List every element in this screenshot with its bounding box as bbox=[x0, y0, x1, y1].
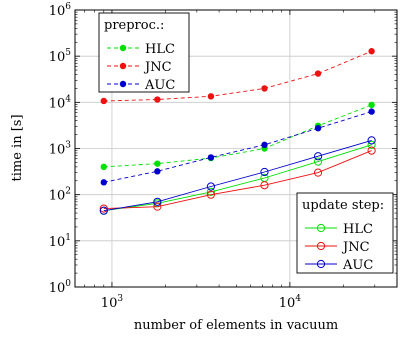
series-update-auc bbox=[99, 136, 376, 215]
data-point bbox=[367, 136, 376, 145]
y-tick-label: 106 bbox=[49, 2, 72, 19]
legend-swatch-marker bbox=[119, 62, 127, 70]
data-point bbox=[367, 146, 376, 155]
data-point bbox=[313, 157, 323, 166]
legend-swatch-marker bbox=[119, 44, 127, 52]
data-point bbox=[314, 70, 322, 77]
series-preproc-auc bbox=[100, 108, 375, 186]
data-point bbox=[313, 168, 323, 177]
legend-label: JNC bbox=[143, 60, 172, 75]
legend-swatch-marker bbox=[316, 223, 326, 233]
data-point bbox=[207, 93, 215, 100]
legend-label: AUC bbox=[144, 78, 175, 93]
series-line bbox=[103, 104, 372, 168]
data-point bbox=[153, 202, 162, 211]
series-line bbox=[103, 111, 372, 183]
data-point bbox=[153, 197, 162, 206]
series-preproc-jnc bbox=[100, 48, 375, 105]
x-axis-title: number of elements in vacuum bbox=[134, 318, 338, 333]
series-line bbox=[103, 144, 372, 212]
x-tick-label: 104 bbox=[279, 294, 302, 311]
plot-frame bbox=[74, 9, 398, 288]
series-update-jnc bbox=[99, 146, 376, 213]
data-point bbox=[261, 85, 268, 92]
series-line bbox=[103, 150, 372, 210]
data-point bbox=[261, 141, 268, 149]
series-line bbox=[103, 50, 372, 102]
tick-labels: 103 104 100 101 102 103 104 105 106 bbox=[49, 2, 302, 311]
legend-preproc: preproc.: HLC JNC AUC bbox=[98, 12, 190, 93]
y-tick-label: 101 bbox=[49, 233, 71, 250]
y-tick-label: 103 bbox=[49, 141, 72, 158]
data-point bbox=[260, 181, 269, 190]
legend-swatch-marker bbox=[119, 80, 127, 88]
legend-swatch-marker bbox=[316, 241, 326, 251]
legend-title: preproc.: bbox=[104, 18, 164, 33]
legend-label: JNC bbox=[341, 240, 370, 255]
data-point bbox=[207, 154, 215, 161]
data-point bbox=[206, 190, 216, 199]
data-point bbox=[154, 168, 161, 175]
y-tick-label: 102 bbox=[49, 187, 71, 204]
legend-title: update step: bbox=[302, 198, 384, 213]
data-point bbox=[368, 48, 375, 55]
legend-label: AUC bbox=[342, 258, 373, 273]
data-point bbox=[367, 140, 376, 149]
legend-label: HLC bbox=[343, 222, 373, 237]
y-tick-label: 104 bbox=[49, 94, 72, 111]
data-point bbox=[260, 167, 269, 177]
data-point bbox=[206, 187, 216, 196]
data-point bbox=[314, 125, 322, 132]
data-point bbox=[154, 96, 161, 103]
data-point bbox=[100, 97, 107, 105]
legend-box bbox=[296, 192, 394, 274]
data-point bbox=[154, 160, 161, 167]
y-tick-label: 100 bbox=[49, 279, 72, 296]
data-point bbox=[313, 152, 323, 161]
legend-update: update step: HLC JNC AUC bbox=[296, 192, 394, 274]
x-tick-label: 103 bbox=[101, 294, 124, 311]
legend-box bbox=[98, 12, 190, 93]
data-point bbox=[368, 108, 375, 115]
legend-label: HLC bbox=[145, 42, 175, 57]
data-point bbox=[100, 179, 107, 186]
y-tick-label: 105 bbox=[49, 48, 72, 65]
data-point bbox=[99, 204, 108, 213]
series-line bbox=[103, 139, 372, 212]
data-point bbox=[100, 163, 107, 171]
data-point bbox=[206, 182, 216, 191]
data-point bbox=[368, 101, 375, 109]
series-preproc-hlc bbox=[100, 101, 375, 171]
data-point bbox=[99, 206, 108, 215]
y-axis-title: time in [s] bbox=[10, 114, 25, 181]
legend-swatch-marker bbox=[316, 259, 326, 269]
series-layer bbox=[99, 48, 376, 215]
